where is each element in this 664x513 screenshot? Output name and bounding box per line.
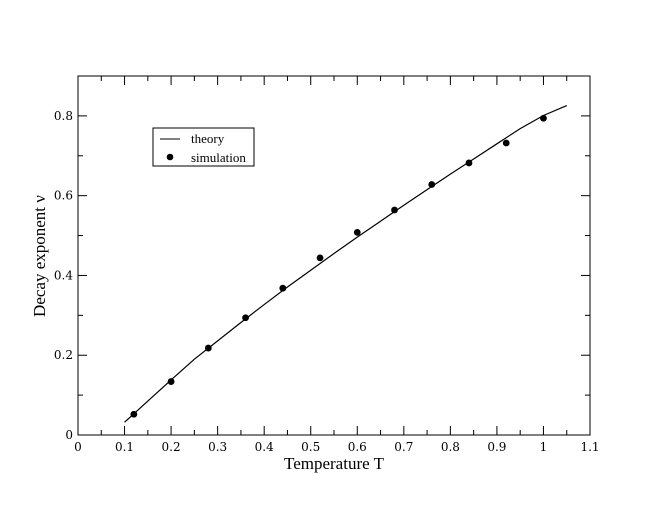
legend-simulation-marker xyxy=(166,153,174,161)
simulation-point xyxy=(130,410,138,418)
simulation-point xyxy=(391,206,398,214)
x-tick-label: 0.9 xyxy=(487,440,506,454)
simulation-point xyxy=(279,284,287,292)
x-tick-label: 0.5 xyxy=(301,440,320,454)
x-tick-label: 0.4 xyxy=(255,440,274,454)
x-tick-label: 0.7 xyxy=(394,440,413,454)
simulation-point xyxy=(428,181,436,188)
y-tick-label: 0.6 xyxy=(54,189,73,203)
legend: theory simulation xyxy=(152,127,255,167)
y-tick-label: 0.4 xyxy=(54,268,73,282)
simulation-point xyxy=(167,378,175,385)
x-tick-label: 0.3 xyxy=(208,440,227,454)
x-tick-label: 0 xyxy=(74,440,82,454)
x-tick-label: 0.2 xyxy=(162,440,181,454)
y-tick-label: 0.8 xyxy=(54,109,73,123)
simulation-point xyxy=(316,254,324,262)
x-tick-label: 0.6 xyxy=(348,440,367,454)
x-tick-label: 1 xyxy=(540,440,548,454)
y-tick-label: 0.2 xyxy=(54,348,73,362)
y-axis-title: Decay exponent ν xyxy=(30,195,49,317)
axis-ticks xyxy=(77,75,591,436)
simulation-point xyxy=(540,114,547,122)
simulation-point xyxy=(242,314,249,322)
simulation-point xyxy=(353,228,361,236)
simulation-point xyxy=(502,139,510,147)
x-tick-label: 0.1 xyxy=(115,440,134,454)
x-axis-title: Temperature T xyxy=(284,454,385,473)
x-tick-label: 0.8 xyxy=(441,440,460,454)
simulation-point xyxy=(465,159,473,167)
series-layer xyxy=(124,104,567,423)
theory-line xyxy=(124,104,567,423)
y-tick-label: 0 xyxy=(65,428,73,442)
legend-simulation-label: simulation xyxy=(191,150,246,165)
simulation-point xyxy=(204,344,212,352)
legend-theory-label: theory xyxy=(191,131,225,146)
x-tick-label: 1.1 xyxy=(580,440,599,454)
axis-tick-labels: 0 0.1 0.2 0.3 0.4 0.5 0.6 0.7 0.8 0.9 1 1.1 0 0.2 0.4 0… xyxy=(54,109,600,454)
